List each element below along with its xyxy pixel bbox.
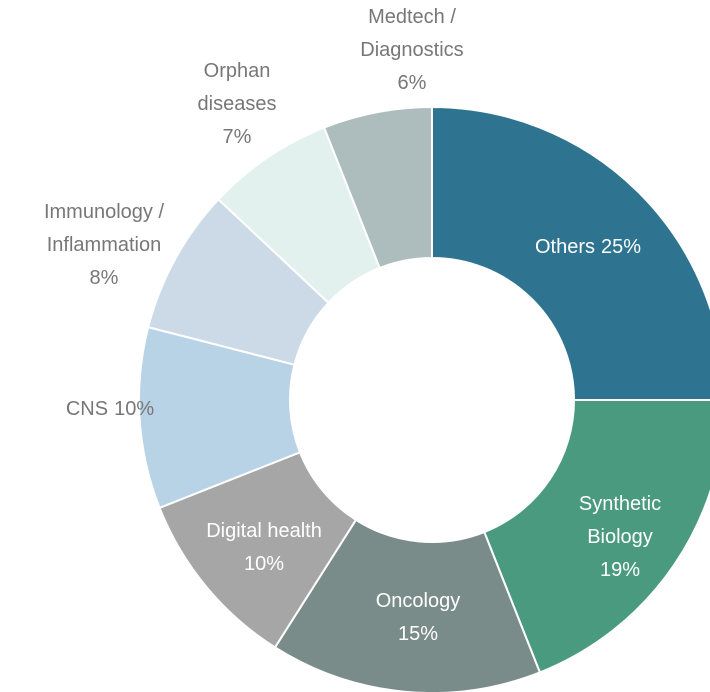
slice-label: Medtech / Diagnostics 6% [360,6,463,94]
label-line: Orphan [204,60,271,82]
label-line: diseases [198,93,277,115]
label-line: Digital health [206,520,322,542]
label-line: Medtech / [368,6,456,28]
donut-slice [431,105,710,401]
value-label: 25% [601,236,641,258]
label-line: Inflammation [47,234,162,256]
slice-label: CNS 10% [66,398,154,420]
label-line: Others [535,236,595,258]
slice-label: Others 25% [535,236,641,258]
slice-label: Synthetic Biology 19% [579,493,661,581]
label-line: Biology [587,526,653,548]
value-label: 10% [114,398,154,420]
value-label: 15% [398,623,438,645]
donut-slice [482,399,710,674]
value-label: 7% [223,126,252,148]
slice-label: Digital health 10% [206,520,322,575]
donut-slice [322,105,433,270]
slice-label: Oncology 15% [376,590,461,645]
slice-label: Orphan diseases 7% [198,60,277,148]
slice-label: Immunology / Inflammation 8% [44,201,164,289]
label-line: CNS [66,398,108,420]
value-label: 19% [600,559,640,581]
donut-slice [273,518,542,692]
label-line: Diagnostics [360,39,463,61]
label-line: Synthetic [579,493,661,515]
label-line: Immunology / [44,201,164,223]
value-label: 8% [90,267,119,289]
label-line: Oncology [376,590,461,612]
value-label: 6% [398,72,427,94]
value-label: 10% [244,553,284,575]
